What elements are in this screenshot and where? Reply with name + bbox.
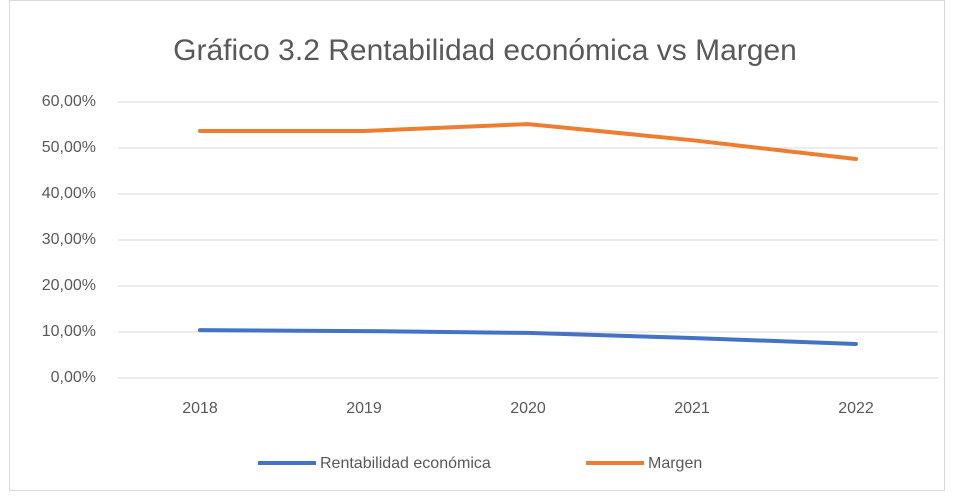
x-tick-label: 2021 [674, 400, 710, 417]
legend-label: Margen [648, 455, 702, 472]
y-tick-label: 30,00% [42, 231, 96, 248]
y-tick-label: 50,00% [42, 139, 96, 156]
legend-label: Rentabilidad económica [320, 455, 491, 472]
x-tick-label: 2018 [182, 400, 218, 417]
y-tick-label: 60,00% [42, 93, 96, 110]
x-tick-label: 2022 [838, 400, 874, 417]
x-tick-label: 2019 [346, 400, 382, 417]
y-tick-label: 20,00% [42, 277, 96, 294]
y-tick-label: 40,00% [42, 185, 96, 202]
series-line [198, 122, 858, 162]
chart-title: Gráfico 3.2 Rentabilidad económica vs Ma… [173, 34, 797, 67]
x-tick-label: 2020 [510, 400, 546, 417]
series-line [198, 328, 858, 346]
y-tick-label: 10,00% [42, 323, 96, 340]
chart-frame [9, 0, 945, 491]
y-tick-label: 0,00% [51, 369, 96, 386]
